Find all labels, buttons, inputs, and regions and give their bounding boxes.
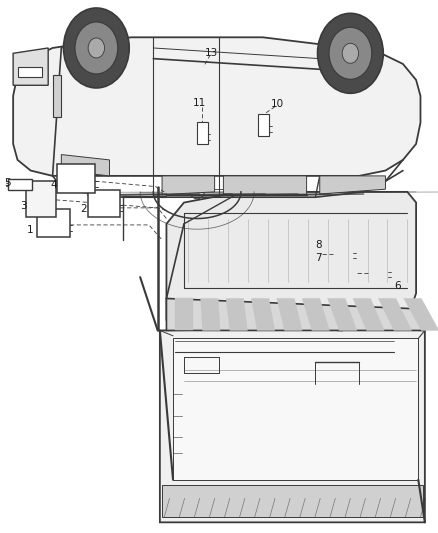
Bar bbox=[333, 246, 353, 261]
Polygon shape bbox=[166, 298, 425, 330]
Bar bbox=[258, 114, 269, 136]
Polygon shape bbox=[61, 155, 110, 176]
Circle shape bbox=[64, 8, 129, 88]
Bar bbox=[8, 179, 32, 190]
Text: 11: 11 bbox=[193, 99, 206, 108]
Polygon shape bbox=[201, 298, 220, 330]
Polygon shape bbox=[160, 328, 425, 522]
Polygon shape bbox=[175, 298, 193, 330]
Circle shape bbox=[88, 38, 105, 58]
Circle shape bbox=[75, 22, 118, 74]
Polygon shape bbox=[353, 298, 384, 330]
Polygon shape bbox=[53, 75, 61, 117]
Polygon shape bbox=[173, 338, 418, 480]
Text: 3: 3 bbox=[20, 201, 26, 211]
Bar bbox=[37, 209, 70, 237]
Polygon shape bbox=[162, 485, 423, 517]
Polygon shape bbox=[166, 192, 416, 330]
Text: 7: 7 bbox=[315, 253, 322, 263]
Bar bbox=[88, 190, 120, 217]
Bar bbox=[368, 265, 388, 281]
Text: 6: 6 bbox=[394, 281, 401, 291]
Text: 5: 5 bbox=[4, 178, 11, 188]
Polygon shape bbox=[404, 298, 438, 330]
Polygon shape bbox=[13, 48, 48, 85]
Polygon shape bbox=[162, 176, 215, 195]
Bar bbox=[57, 164, 95, 193]
Polygon shape bbox=[251, 298, 275, 330]
Polygon shape bbox=[226, 298, 247, 330]
Polygon shape bbox=[13, 37, 420, 176]
Bar bbox=[197, 122, 208, 144]
Polygon shape bbox=[277, 298, 302, 330]
Circle shape bbox=[318, 13, 383, 93]
Text: 10: 10 bbox=[271, 100, 284, 109]
Text: 8: 8 bbox=[315, 240, 322, 250]
Polygon shape bbox=[320, 176, 385, 194]
Polygon shape bbox=[18, 67, 42, 77]
Polygon shape bbox=[378, 298, 412, 330]
Text: 4: 4 bbox=[50, 181, 57, 190]
Bar bbox=[26, 181, 56, 217]
Polygon shape bbox=[328, 298, 357, 330]
Text: 2: 2 bbox=[80, 205, 87, 214]
Circle shape bbox=[329, 27, 372, 79]
Text: 1: 1 bbox=[27, 225, 34, 235]
Circle shape bbox=[342, 43, 359, 63]
Text: 13: 13 bbox=[205, 49, 218, 58]
Polygon shape bbox=[223, 176, 307, 195]
Polygon shape bbox=[302, 298, 329, 330]
